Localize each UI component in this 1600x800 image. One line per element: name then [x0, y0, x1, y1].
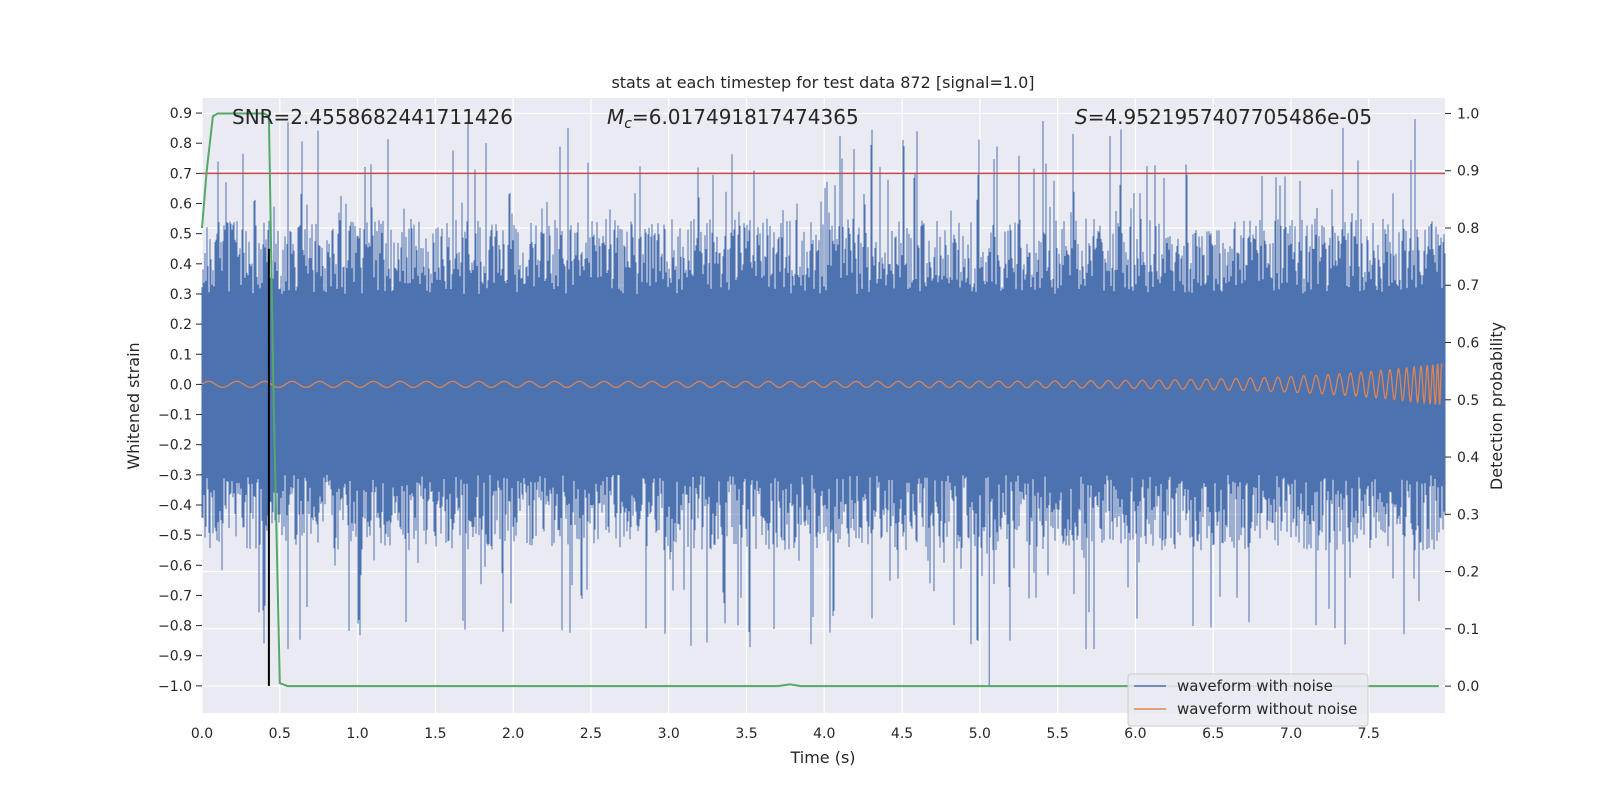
x-tick-label: 5.0 — [969, 726, 991, 742]
y-left-tick-label: −1.0 — [158, 679, 192, 695]
x-tick-label: 5.5 — [1046, 726, 1068, 742]
mc-subscript: c — [624, 116, 632, 132]
chart-title: stats at each timestep for test data 872… — [611, 73, 1034, 92]
legend: waveform with noise waveform without noi… — [1127, 673, 1369, 727]
x-tick-label: 6.0 — [1124, 726, 1146, 742]
y-right-tick-label: 0.2 — [1457, 565, 1479, 581]
y-left-tick-label: −0.5 — [158, 528, 192, 544]
x-tick-label: 2.0 — [502, 726, 524, 742]
series-waveform-with-noise — [201, 119, 1446, 686]
y-right-tick-label: 0.9 — [1457, 164, 1479, 180]
y-right-tick-label: 0.8 — [1457, 221, 1479, 237]
x-axis-ticks: 0.0 0.5 1.0 1.5 2.0 2.5 3.0 3.5 4.0 4.5 5.0 5.5 6.0 6… — [191, 726, 1380, 742]
x-tick-label: 3.0 — [658, 726, 680, 742]
y-left-tick-label: −0.9 — [158, 649, 192, 665]
chirp-mass-annotation: Mc=6.017491817474365 — [607, 105, 859, 132]
y-right-tick-label: 0.4 — [1457, 450, 1479, 466]
y-left-tick-label: 0.2 — [170, 317, 192, 333]
x-tick-label: 6.5 — [1202, 726, 1224, 742]
legend-label-clean: waveform without noise — [1177, 700, 1357, 718]
y-left-tick-label: 0.0 — [170, 377, 192, 393]
x-tick-label: 4.0 — [813, 726, 835, 742]
y-left-tick-label: 0.6 — [170, 197, 192, 213]
y-left-tick-label: −0.2 — [158, 438, 192, 454]
x-tick-label: 2.5 — [580, 726, 602, 742]
x-tick-label: 0.0 — [191, 726, 213, 742]
y-left-tick-label: −0.4 — [158, 498, 192, 514]
y-right-tick-label: 0.0 — [1457, 679, 1479, 695]
y-right-axis-ticks: 0.0 0.1 0.2 0.3 0.4 0.5 0.6 0.7 0.8 0.9 1.0 — [1445, 106, 1479, 695]
y-left-tick-label: −0.7 — [158, 588, 192, 604]
y-right-tick-label: 0.3 — [1457, 507, 1479, 523]
mc-symbol: M — [607, 105, 624, 129]
s-symbol: S — [1075, 105, 1088, 129]
y-left-tick-label: 0.9 — [170, 106, 192, 122]
y-left-tick-label: −0.3 — [158, 468, 192, 484]
s-annotation: S=4.9521957407705486e-05 — [1075, 105, 1372, 129]
y-left-tick-label: −0.1 — [158, 408, 192, 424]
x-tick-label: 3.5 — [735, 726, 757, 742]
s-value: =4.9521957407705486e-05 — [1088, 105, 1372, 129]
snr-annotation: SNR=2.4558682441711426 — [232, 105, 513, 129]
y-right-tick-label: 0.5 — [1457, 393, 1479, 409]
x-tick-label: 7.5 — [1358, 726, 1380, 742]
legend-box — [1127, 673, 1369, 727]
y-left-tick-label: 0.5 — [170, 227, 192, 243]
series-waveform-without-noise — [201, 363, 1443, 406]
y-left-tick-label: −0.6 — [158, 558, 192, 574]
y-left-tick-label: 0.1 — [170, 347, 192, 363]
x-axis-label: Time (s) — [789, 748, 855, 767]
y-right-axis-label: Detection probability — [1487, 322, 1506, 490]
x-tick-label: 1.5 — [424, 726, 446, 742]
y-left-tick-label: 0.3 — [170, 287, 192, 303]
y-right-tick-label: 0.7 — [1457, 278, 1479, 294]
y-right-tick-label: 1.0 — [1457, 106, 1479, 122]
y-left-tick-label: 0.7 — [170, 166, 192, 182]
y-left-tick-label: −0.8 — [158, 619, 192, 635]
legend-label-noisy: waveform with noise — [1177, 677, 1333, 695]
y-right-tick-label: 0.6 — [1457, 336, 1479, 352]
clean-waveform-line — [201, 363, 1443, 406]
y-left-axis-ticks: −1.0 −0.9 −0.8 −0.7 −0.6 −0.5 −0.4 −0.3 −0.2 −0.1… — [158, 106, 202, 695]
x-tick-label: 4.5 — [891, 726, 913, 742]
detection-probability-line — [201, 112, 1439, 688]
y-left-tick-label: 0.8 — [170, 136, 192, 152]
x-tick-label: 0.5 — [269, 726, 291, 742]
x-tick-label: 7.0 — [1280, 726, 1302, 742]
x-tick-label: 1.0 — [346, 726, 368, 742]
y-right-tick-label: 0.1 — [1457, 622, 1479, 638]
noisy-waveform-line — [201, 119, 1446, 686]
y-left-axis-label: Whitened strain — [124, 342, 143, 469]
y-left-tick-label: 0.4 — [170, 257, 192, 273]
mc-value: =6.017491817474365 — [632, 105, 859, 129]
